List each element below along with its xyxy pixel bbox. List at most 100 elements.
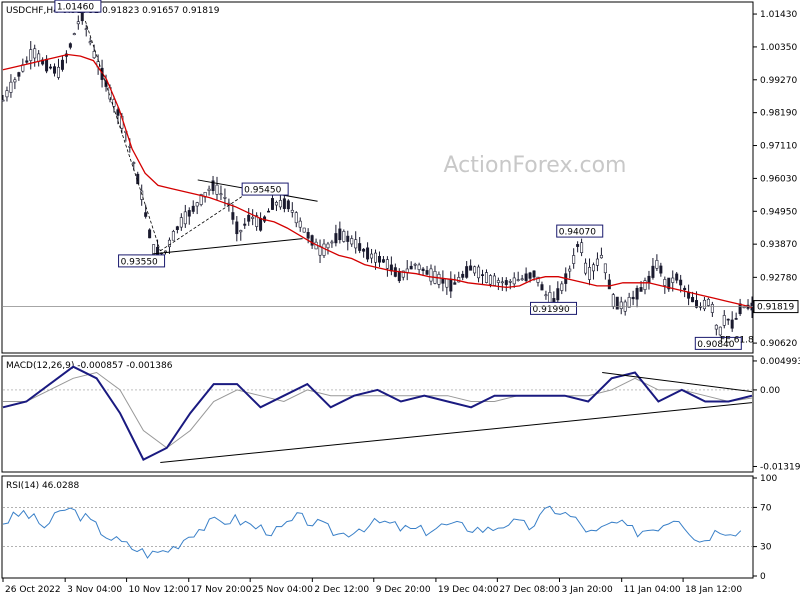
candle-body (310, 235, 314, 246)
candle-body (683, 287, 687, 291)
candle-body (267, 210, 271, 213)
x-tick-label: 25 Nov 04:00 (252, 585, 313, 595)
macd-support-line (160, 402, 753, 463)
candle-body (282, 198, 286, 209)
price-tick-label: 0.99270 (760, 76, 797, 86)
candle-body (401, 270, 405, 278)
rsi-panel-frame (1, 475, 754, 579)
macd-tick-label: -0.013193 (760, 462, 800, 472)
candle-body (156, 246, 160, 256)
candle-body (247, 214, 251, 222)
candle-body (294, 212, 298, 224)
candle-body (29, 49, 33, 61)
x-tick-label: 18 Jan 12:00 (685, 585, 742, 595)
candle-body (219, 193, 223, 196)
candle-body (84, 28, 88, 31)
candle-body (140, 190, 144, 200)
candle-body (738, 303, 742, 315)
price-annotation-box (530, 301, 578, 315)
candle-body (469, 265, 473, 271)
candle-body (584, 262, 588, 274)
candle-body (417, 264, 421, 270)
macd-resistance-line (602, 372, 753, 393)
candle-body (286, 200, 290, 210)
candle-body (231, 212, 235, 220)
candle-body (37, 53, 41, 62)
x-tick-label: 19 Dec 04:00 (438, 585, 499, 595)
macd-signal-line (3, 371, 753, 449)
price-tick-label: 0.96030 (760, 174, 797, 184)
x-tick-label: 3 Nov 04:00 (67, 585, 122, 595)
candle-body (346, 235, 350, 242)
current-price-box (753, 300, 799, 314)
candle-body (397, 271, 401, 282)
candle-body (647, 275, 651, 283)
rsi-line (2, 505, 742, 559)
candle-body (409, 265, 413, 270)
candle-body (243, 223, 247, 226)
candle-body (207, 188, 211, 191)
candle-body (381, 259, 385, 263)
trendlines (85, 20, 318, 255)
price-annotation-box (556, 224, 604, 238)
x-tick-label: 17 Nov 20:00 (191, 585, 252, 595)
candle-body (607, 279, 611, 290)
price-annotation-box (54, 0, 102, 13)
candle-body (358, 243, 362, 251)
current-price-label: 0.91819 (757, 303, 794, 313)
candle-body (334, 233, 338, 244)
macd-lines (2, 365, 753, 463)
candle-body (572, 255, 576, 264)
candle-body (306, 232, 310, 239)
candle-body (88, 41, 92, 44)
candle-body (393, 267, 397, 277)
candle-body (191, 205, 195, 212)
price-tick-label: 0.90620 (760, 339, 797, 349)
candle-body (175, 226, 179, 230)
candle-body (687, 291, 691, 299)
moving-average (2, 53, 753, 308)
candle-body (667, 277, 671, 290)
candle-body (33, 48, 37, 59)
candle-body (695, 300, 699, 308)
candle-body (481, 274, 485, 276)
candle-body (45, 58, 49, 72)
candle-body (152, 244, 156, 256)
macd-y-axis: 0.004993 0.00 -0.013193 (3, 357, 800, 472)
price-tick-label: 0.98190 (760, 109, 797, 119)
price-panel-frame (1, 1, 754, 354)
price-annotation-label: 0.93550 (121, 257, 158, 267)
candle-body (492, 275, 496, 286)
candle-body (366, 247, 370, 260)
candle-body (251, 216, 255, 219)
candle-body (477, 266, 481, 279)
candle-body (655, 260, 659, 269)
rsi-line-path (2, 505, 742, 559)
candle-body (671, 277, 675, 283)
candle-body (322, 243, 326, 256)
candle-body (691, 296, 695, 303)
candle-body (679, 279, 683, 286)
candle-body (643, 280, 647, 290)
price-annotation-label: 0.91990 (533, 305, 570, 315)
ma-line (2, 53, 753, 308)
projection-line-1 (85, 20, 161, 251)
candle-body (603, 263, 607, 274)
current-price: 0.91819 (2, 300, 799, 314)
candle-body (302, 227, 306, 233)
candle-body (580, 242, 584, 253)
candle-body (445, 278, 449, 288)
candle-body (425, 270, 429, 275)
candle-body (132, 162, 136, 164)
candle-body (148, 229, 152, 239)
candle-body (710, 304, 714, 313)
x-tick-label: 9 Dec 20:00 (376, 585, 431, 595)
x-tick-label: 11 Jan 04:00 (624, 585, 681, 595)
candle-body (528, 272, 532, 279)
candle-body (17, 72, 21, 77)
symbol-label: USDCHF,H4 (6, 6, 59, 16)
projection-line-2 (160, 195, 243, 252)
candle-body (734, 318, 738, 320)
candle-body (488, 275, 492, 285)
